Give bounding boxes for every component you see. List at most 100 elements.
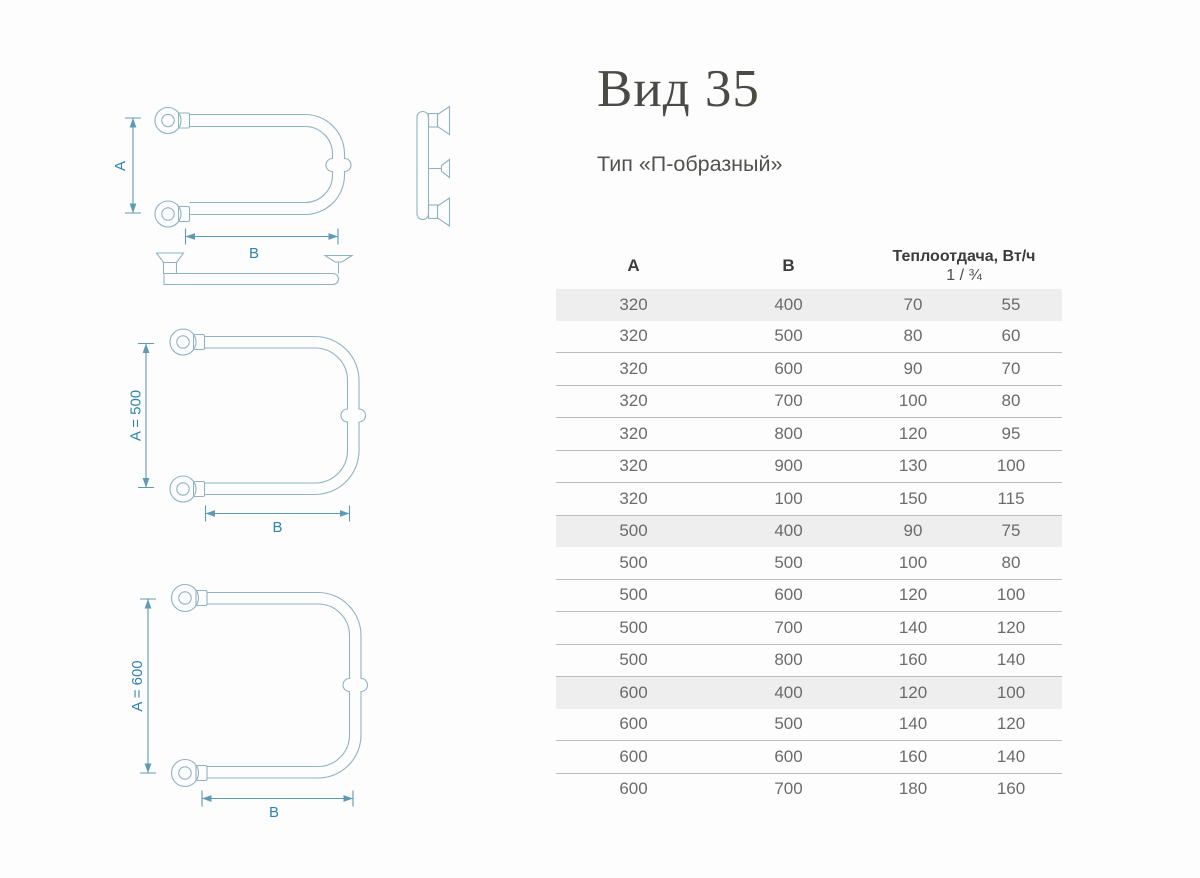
- table-cell-b: 700: [711, 385, 866, 418]
- dimension-b: B: [201, 790, 354, 821]
- table-cell-a: 500: [556, 644, 711, 677]
- table-cell-w1: 80: [866, 320, 960, 353]
- table-row: 320 500 80 60: [556, 320, 1063, 353]
- table-cell-b: 900: [711, 450, 866, 483]
- towel-rail-front-view: [169, 328, 367, 503]
- table-cell-w2: 140: [960, 740, 1063, 774]
- dimension-a-label: A = 500: [128, 390, 145, 441]
- dimension-a: A: [112, 117, 141, 214]
- dimension-a-label: A = 600: [129, 660, 146, 711]
- dimension-b-label: B: [269, 804, 279, 821]
- table-cell-a: 500: [556, 547, 711, 580]
- table-cell-a: 600: [556, 708, 711, 741]
- table-row: 320 900 130 100: [556, 450, 1063, 483]
- column-header-b: B: [782, 256, 795, 275]
- table-cell-w1: 140: [866, 708, 960, 741]
- dimension-a: A = 600: [129, 598, 156, 774]
- table-cell-w2: 115: [960, 482, 1063, 516]
- table-cell-a: 320: [556, 482, 711, 516]
- diagram-a500: A = 500 B: [128, 328, 367, 536]
- table-cell-w2: 60: [960, 320, 1063, 353]
- diagram-front-top-side-views: A B: [112, 105, 451, 286]
- table-cell-b: 700: [711, 611, 866, 645]
- table-cell-a: 320: [556, 352, 711, 386]
- table-cell-w1: 180: [898, 779, 928, 799]
- table-cell-w1: 100: [866, 547, 960, 580]
- table-row: 600 500 140 120: [556, 708, 1063, 741]
- table-cell-w2: 70: [960, 352, 1063, 386]
- page-title: Вид 35: [597, 60, 760, 118]
- table-cell-w2: 95: [960, 417, 1063, 451]
- table-cell-a: 500: [556, 579, 711, 612]
- table-cell-w2: 140: [960, 644, 1063, 677]
- table-cell-a: 320: [556, 450, 711, 483]
- table-cell-w1: 120: [866, 417, 960, 451]
- table-cell-w1: 130: [866, 450, 960, 483]
- table-row: 500 600 120 100: [556, 579, 1063, 612]
- towel-rail-top-view: [155, 252, 354, 286]
- diagram-a600: A = 600 B: [129, 583, 369, 821]
- table-cell-b: 100: [711, 482, 866, 516]
- dimension-a: A = 500: [128, 342, 154, 489]
- table-cell-w2: 100: [960, 676, 1063, 709]
- table-cell-b: 600: [711, 352, 866, 386]
- table-cell-b: 500: [711, 547, 866, 580]
- table-row: 500 700 140 120: [556, 611, 1063, 645]
- table-cell-a: 320: [556, 320, 711, 353]
- table-row: 320 800 120 95: [556, 417, 1063, 451]
- table-cell-b: 400: [711, 515, 866, 547]
- heat-output-sublabel: 1 / ¾: [946, 266, 982, 284]
- column-header-heat: Теплоотдача, Вт/ч 1 / ¾: [866, 243, 1062, 289]
- table-cell-w2: 120: [960, 611, 1063, 645]
- dimension-a-label: A: [112, 161, 129, 171]
- table-cell-a: 600: [556, 740, 711, 774]
- table-cell-w2: 120: [960, 708, 1063, 741]
- table-cell-a: 320: [556, 417, 711, 451]
- towel-rail-front-view: [170, 583, 369, 788]
- table-cell-b: 800: [711, 644, 866, 677]
- table-row: 500 800 160 140: [556, 644, 1063, 677]
- spec-table: A B Теплоотдача, Вт/ч 1 / ¾ 320 400 70 55 32…: [556, 243, 1063, 805]
- table-cell-b: 600: [711, 740, 866, 774]
- table-cell-w1: 70: [866, 289, 960, 321]
- table-row: 500 400 90 75: [556, 515, 1063, 547]
- table-cell-a: 500: [556, 515, 711, 547]
- table-cell-w1: 140: [866, 611, 960, 645]
- table-cell-w1: 150: [866, 482, 960, 516]
- table-row: 320 100 150 115: [556, 482, 1063, 516]
- table-cell-w1: 160: [866, 644, 960, 677]
- page-subtitle: Тип «П-образный»: [597, 152, 783, 176]
- table-row: 320 400 70 55: [556, 289, 1063, 321]
- table-row: 600 400 120 100: [556, 676, 1063, 709]
- table-cell-a: 500: [556, 611, 711, 645]
- table-cell-b: 400: [711, 289, 866, 321]
- table-cell-w1: 100: [866, 385, 960, 418]
- column-header-a: A: [627, 256, 640, 275]
- table-row: 500 500 100 80: [556, 547, 1063, 580]
- table-cell-a: 600: [619, 779, 648, 799]
- table-cell-b: 500: [711, 708, 866, 741]
- table-row: 600 700 180 160: [556, 773, 1062, 805]
- towel-rail-front-view: [154, 106, 352, 228]
- table-cell-w2: 160: [996, 779, 1026, 799]
- table-cell-b: 700: [774, 779, 803, 799]
- table-cell-w1: 90: [866, 352, 960, 386]
- table-cell-w2: 100: [960, 450, 1063, 483]
- table-cell-w2: 80: [960, 547, 1063, 580]
- table-row: 600 600 160 140: [556, 740, 1063, 774]
- table-cell-w2: 100: [960, 579, 1063, 612]
- table-cell-a: 320: [556, 289, 711, 321]
- spec-table-body: 320 400 70 55 320 500 80 60 320 600 90 70 320 700 100 8…: [556, 289, 1063, 805]
- table-cell-w1: 120: [866, 676, 960, 709]
- table-cell-w2: 75: [960, 515, 1063, 547]
- table-cell-w2: 55: [960, 289, 1063, 321]
- table-cell-w1: 90: [866, 515, 960, 547]
- dimension-b: B: [184, 228, 339, 262]
- table-row: 320 600 90 70: [556, 352, 1063, 386]
- table-cell-b: 500: [711, 320, 866, 353]
- table-cell-b: 400: [711, 676, 866, 709]
- heat-output-label: Теплоотдача, Вт/ч: [892, 247, 1036, 265]
- dimension-b-label: B: [249, 245, 259, 262]
- table-cell-b: 800: [711, 417, 866, 451]
